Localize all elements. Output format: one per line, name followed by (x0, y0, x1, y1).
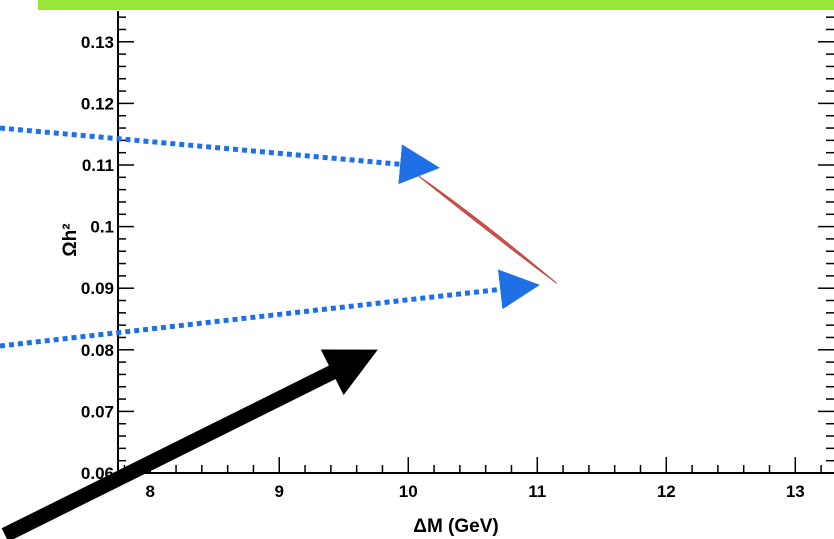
right-edge-ticks (818, 16, 834, 474)
x-tick-label: 11 (528, 482, 546, 501)
x-tick-label: 13 (786, 482, 805, 501)
black-arrow (1, 349, 378, 539)
y-tick-label: 0.11 (82, 156, 114, 175)
y-tick-label: 0.1 (90, 218, 114, 237)
y-tick-label: 0.12 (81, 94, 114, 113)
x-axis-ticks: 8 9 10 11 12 13 (123, 457, 822, 501)
y-tick-label: 0.13 (81, 33, 114, 52)
top-banner (38, 0, 834, 10)
blue-dotted-arrow-lower (0, 269, 540, 349)
y-axis-ticks: 0.060.070.080.090.10.110.120.13 (81, 16, 134, 483)
y-tick-label: 0.09 (81, 279, 114, 298)
y-tick-label: 0.07 (81, 402, 114, 421)
blue-dotted-arrow-upper (0, 125, 440, 185)
x-tick-label: 9 (275, 482, 284, 501)
data-region (418, 175, 557, 284)
plot-frame (117, 11, 834, 474)
x-tick-label: 8 (146, 482, 155, 501)
x-tick-label: 12 (657, 482, 676, 501)
x-axis-title: ΔM (GeV) (413, 516, 498, 537)
x-tick-label: 10 (399, 482, 418, 501)
y-axis-title: Ωh² (60, 223, 81, 256)
y-tick-label: 0.08 (81, 341, 114, 360)
